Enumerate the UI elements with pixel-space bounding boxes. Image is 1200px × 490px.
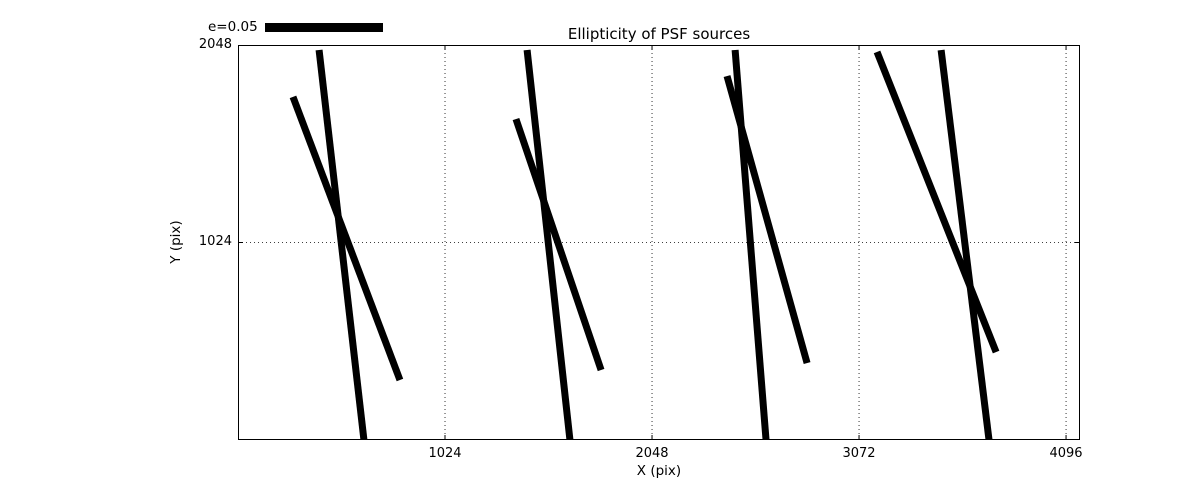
x-tick-label: 4096 xyxy=(1049,446,1083,461)
x-axis-label: X (pix) xyxy=(636,463,682,479)
x-tick-label: 1024 xyxy=(428,446,462,461)
legend-label: e=0.05 xyxy=(208,19,258,35)
chart-title: Ellipticity of PSF sources xyxy=(567,25,751,43)
psf-whisker xyxy=(289,95,404,382)
psf-whisker xyxy=(731,49,770,440)
y-tick-label: 1024 xyxy=(198,234,232,249)
psf-whisker xyxy=(512,117,605,372)
plot-area xyxy=(238,45,1080,440)
psf-whisker xyxy=(873,50,1000,354)
legend-sample-whisker xyxy=(264,22,383,32)
psf-whisker xyxy=(937,49,993,440)
x-tick-label: 3072 xyxy=(842,446,876,461)
x-tick-label: 2048 xyxy=(635,446,669,461)
legend: e=0.05 xyxy=(208,19,383,35)
y-tick-label: 2048 xyxy=(198,37,232,52)
psf-whisker xyxy=(523,49,574,440)
psf-whisker xyxy=(315,49,368,440)
